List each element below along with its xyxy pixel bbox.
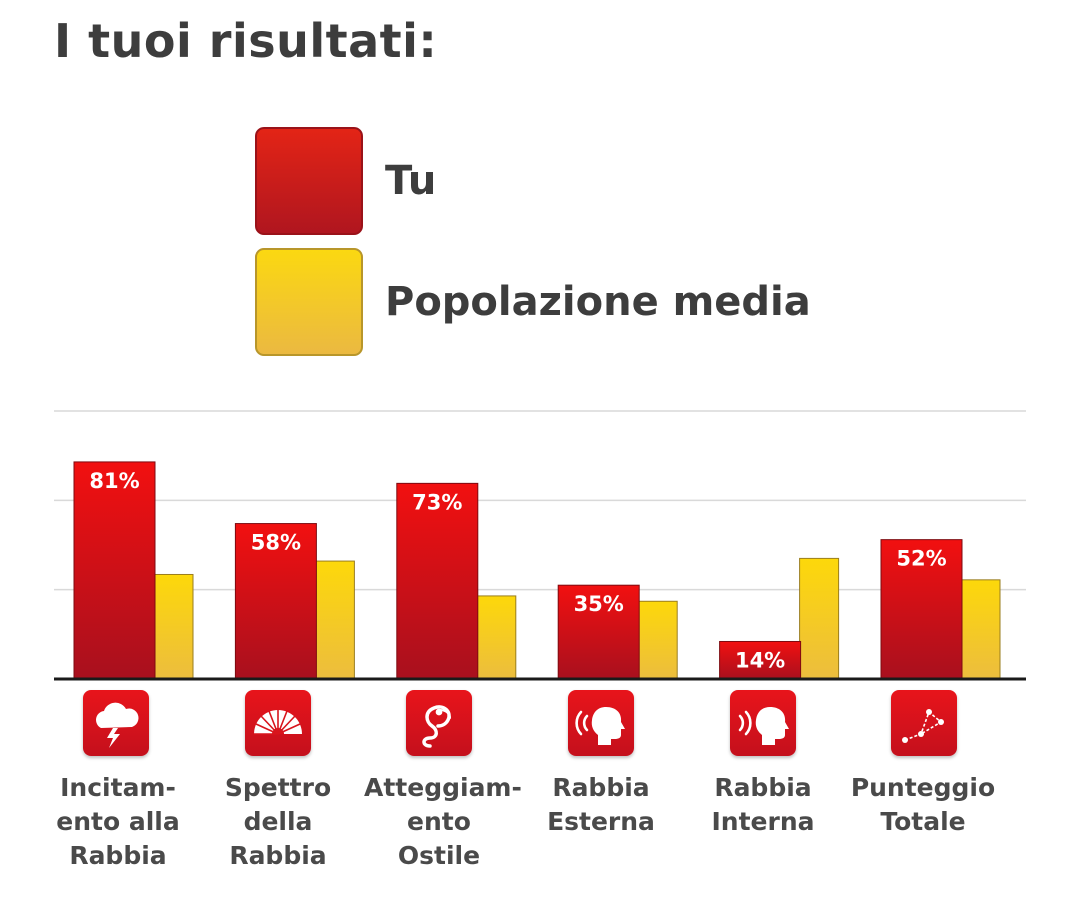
category-label-rabbia-interna: Rabbia Interna xyxy=(711,773,815,836)
page-title: I tuoi risultati: xyxy=(54,14,438,68)
storm-cloud-icon xyxy=(83,690,149,756)
category-label-punteggio-totale: Punteggio Totale xyxy=(850,773,996,836)
bar-tu-3 xyxy=(396,482,479,680)
speaking-head-outward-icon xyxy=(568,690,634,756)
legend-label-popolazione: Popolazione media xyxy=(385,279,811,325)
bar-tu-2 xyxy=(234,523,317,680)
spectrum-fan-icon xyxy=(245,690,311,756)
legend-label-tu: Tu xyxy=(385,158,437,204)
data-label-tu-4: 35% xyxy=(574,592,624,616)
bar-tu-4 xyxy=(557,584,640,680)
constellation-icon xyxy=(891,690,957,756)
bar-popolazione-1 xyxy=(153,573,194,680)
bar-popolazione-4 xyxy=(637,600,678,680)
category-label-incitamento: Incitam- ento alla Rabbia xyxy=(56,773,180,870)
speaking-head-inward-icon xyxy=(730,690,796,756)
legend-item-popolazione: Popolazione media xyxy=(255,248,811,356)
data-label-tu-5: 14% xyxy=(735,648,785,672)
data-label-tu-6: 52% xyxy=(896,547,946,571)
bar-popolazione-2 xyxy=(314,560,355,680)
category-label-rabbia-esterna: Rabbia Esterna xyxy=(547,773,655,836)
bar-tu-1 xyxy=(73,461,156,680)
bar-popolazione-6 xyxy=(960,579,1001,680)
category-label-atteggiamento: Atteggiam- ento Ostile xyxy=(364,773,522,870)
data-label-tu-2: 58% xyxy=(251,531,301,555)
category-label-spettro: Spettro della Rabbia xyxy=(224,773,332,870)
cobra-icon xyxy=(406,690,472,756)
legend-swatch-tu xyxy=(255,127,363,235)
legend-swatch-popolazione xyxy=(255,248,363,356)
data-label-tu-1: 81% xyxy=(89,469,139,493)
bar-popolazione-5 xyxy=(799,557,840,680)
legend-item-tu: Tu xyxy=(255,127,436,235)
data-label-tu-3: 73% xyxy=(412,490,462,514)
bar-popolazione-3 xyxy=(476,595,517,680)
bar-chart: 81% 58% 73% 35% 14% 52% xyxy=(54,410,1026,681)
